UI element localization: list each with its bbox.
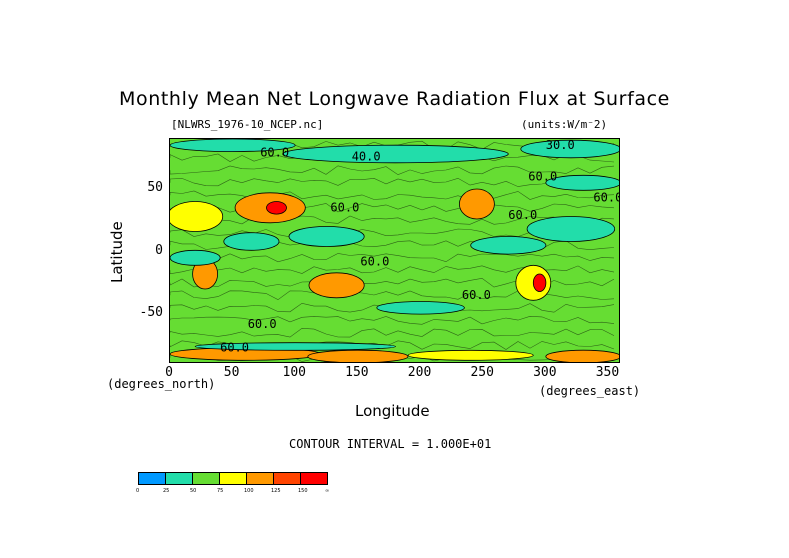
colorbar-label: 100 xyxy=(244,488,254,494)
contour-line xyxy=(170,327,615,338)
field-region-13 xyxy=(282,144,509,164)
contour-label-10: 60.0 xyxy=(220,341,249,355)
x-tick-label: 100 xyxy=(282,365,306,380)
contour-interval-label: CONTOUR INTERVAL = 1.000E+01 xyxy=(289,437,492,451)
colorbar-label: 0 xyxy=(136,488,140,494)
contour-line xyxy=(170,165,615,176)
contour-label-9: 60.0 xyxy=(248,317,277,331)
field-region-7 xyxy=(532,273,547,293)
contour-line xyxy=(170,215,615,225)
field-region-12 xyxy=(170,249,221,266)
contour-line xyxy=(170,253,615,263)
colorbar-box-0 xyxy=(138,472,166,485)
contour-line xyxy=(170,190,615,201)
colorbar-box-4 xyxy=(246,472,274,485)
colorbar-box-1 xyxy=(165,472,193,485)
units-label: (units:W/m⁻2) xyxy=(521,118,608,131)
field-region-17 xyxy=(376,301,465,315)
field-region-0 xyxy=(170,201,224,232)
x-tick-label: 50 xyxy=(223,365,240,380)
y-axis-label: Latitude xyxy=(108,221,126,283)
contour-line xyxy=(170,315,615,325)
x-axis-unit: (degrees_east) xyxy=(539,384,641,398)
contour-label-2: 30.0 xyxy=(546,139,575,152)
colorbar-box-3 xyxy=(219,472,247,485)
field-region-16 xyxy=(545,174,619,191)
file-label: [NLWRS_1976-10_NCEP.nc] xyxy=(171,118,324,131)
x-tick-label: 200 xyxy=(407,365,432,380)
x-axis-label: Longitude xyxy=(355,402,430,420)
contour-label-4: 60.0 xyxy=(593,191,620,205)
colorbar-box-6 xyxy=(300,472,328,485)
field-region-10 xyxy=(470,236,547,255)
colorbar-label: ∞ xyxy=(325,488,330,494)
x-tick-label: 300 xyxy=(533,365,557,380)
contour-label-8: 60.0 xyxy=(462,288,491,302)
colorbar-label: 125 xyxy=(271,488,281,494)
contour-label-5: 60.0 xyxy=(330,201,359,215)
x-tick-label: 350 xyxy=(595,365,620,380)
field-region-21 xyxy=(545,349,619,362)
contour-label-7: 60.0 xyxy=(360,254,389,268)
heatmap-field: 60.0 40.0 30.0 60.0 60.0 60.0 60.0 60.0 60.0 60.0… xyxy=(170,139,620,362)
colorbar xyxy=(138,472,328,485)
x-tick-label: 250 xyxy=(470,365,494,380)
chart-title: Monthly Mean Net Longwave Radiation Flux… xyxy=(119,88,670,110)
contour-line xyxy=(170,177,615,187)
field-region-5 xyxy=(308,272,365,299)
contour-label-0: 60.0 xyxy=(260,146,289,160)
contour-label-3: 60.0 xyxy=(528,169,557,183)
colorbar-label: 75 xyxy=(217,488,224,494)
colorbar-label: 25 xyxy=(163,488,170,494)
field-region-8 xyxy=(223,232,280,251)
colorbar-box-5 xyxy=(273,472,301,485)
contour-label-6: 60.0 xyxy=(508,208,537,222)
field-background xyxy=(170,139,619,362)
colorbar-label: 150 xyxy=(298,488,308,494)
y-tick-label: 50 xyxy=(147,180,163,195)
field-region-2 xyxy=(266,201,287,215)
field-region-14 xyxy=(520,139,619,159)
y-tick-label: 0 xyxy=(155,242,163,258)
x-tick-label: 0 xyxy=(165,365,173,380)
field-region-20 xyxy=(407,349,534,361)
x-tick-label: 150 xyxy=(345,365,369,380)
field-region-22 xyxy=(194,342,396,351)
contour-label-1: 40.0 xyxy=(352,149,381,163)
contour-line xyxy=(170,203,615,213)
field-region-9 xyxy=(288,226,365,247)
colorbar-box-2 xyxy=(192,472,220,485)
field-region-11 xyxy=(526,216,616,242)
field-region-3 xyxy=(458,188,495,220)
field-region-19 xyxy=(307,349,409,362)
y-tick-label: -50 xyxy=(139,305,163,320)
y-axis-unit: (degrees_north) xyxy=(107,377,216,391)
colorbar-label: 50 xyxy=(190,488,197,494)
field-region-15 xyxy=(170,139,296,152)
plot-area: 60.0 40.0 30.0 60.0 60.0 60.0 60.0 60.0 60.0 60.0… xyxy=(169,138,620,363)
